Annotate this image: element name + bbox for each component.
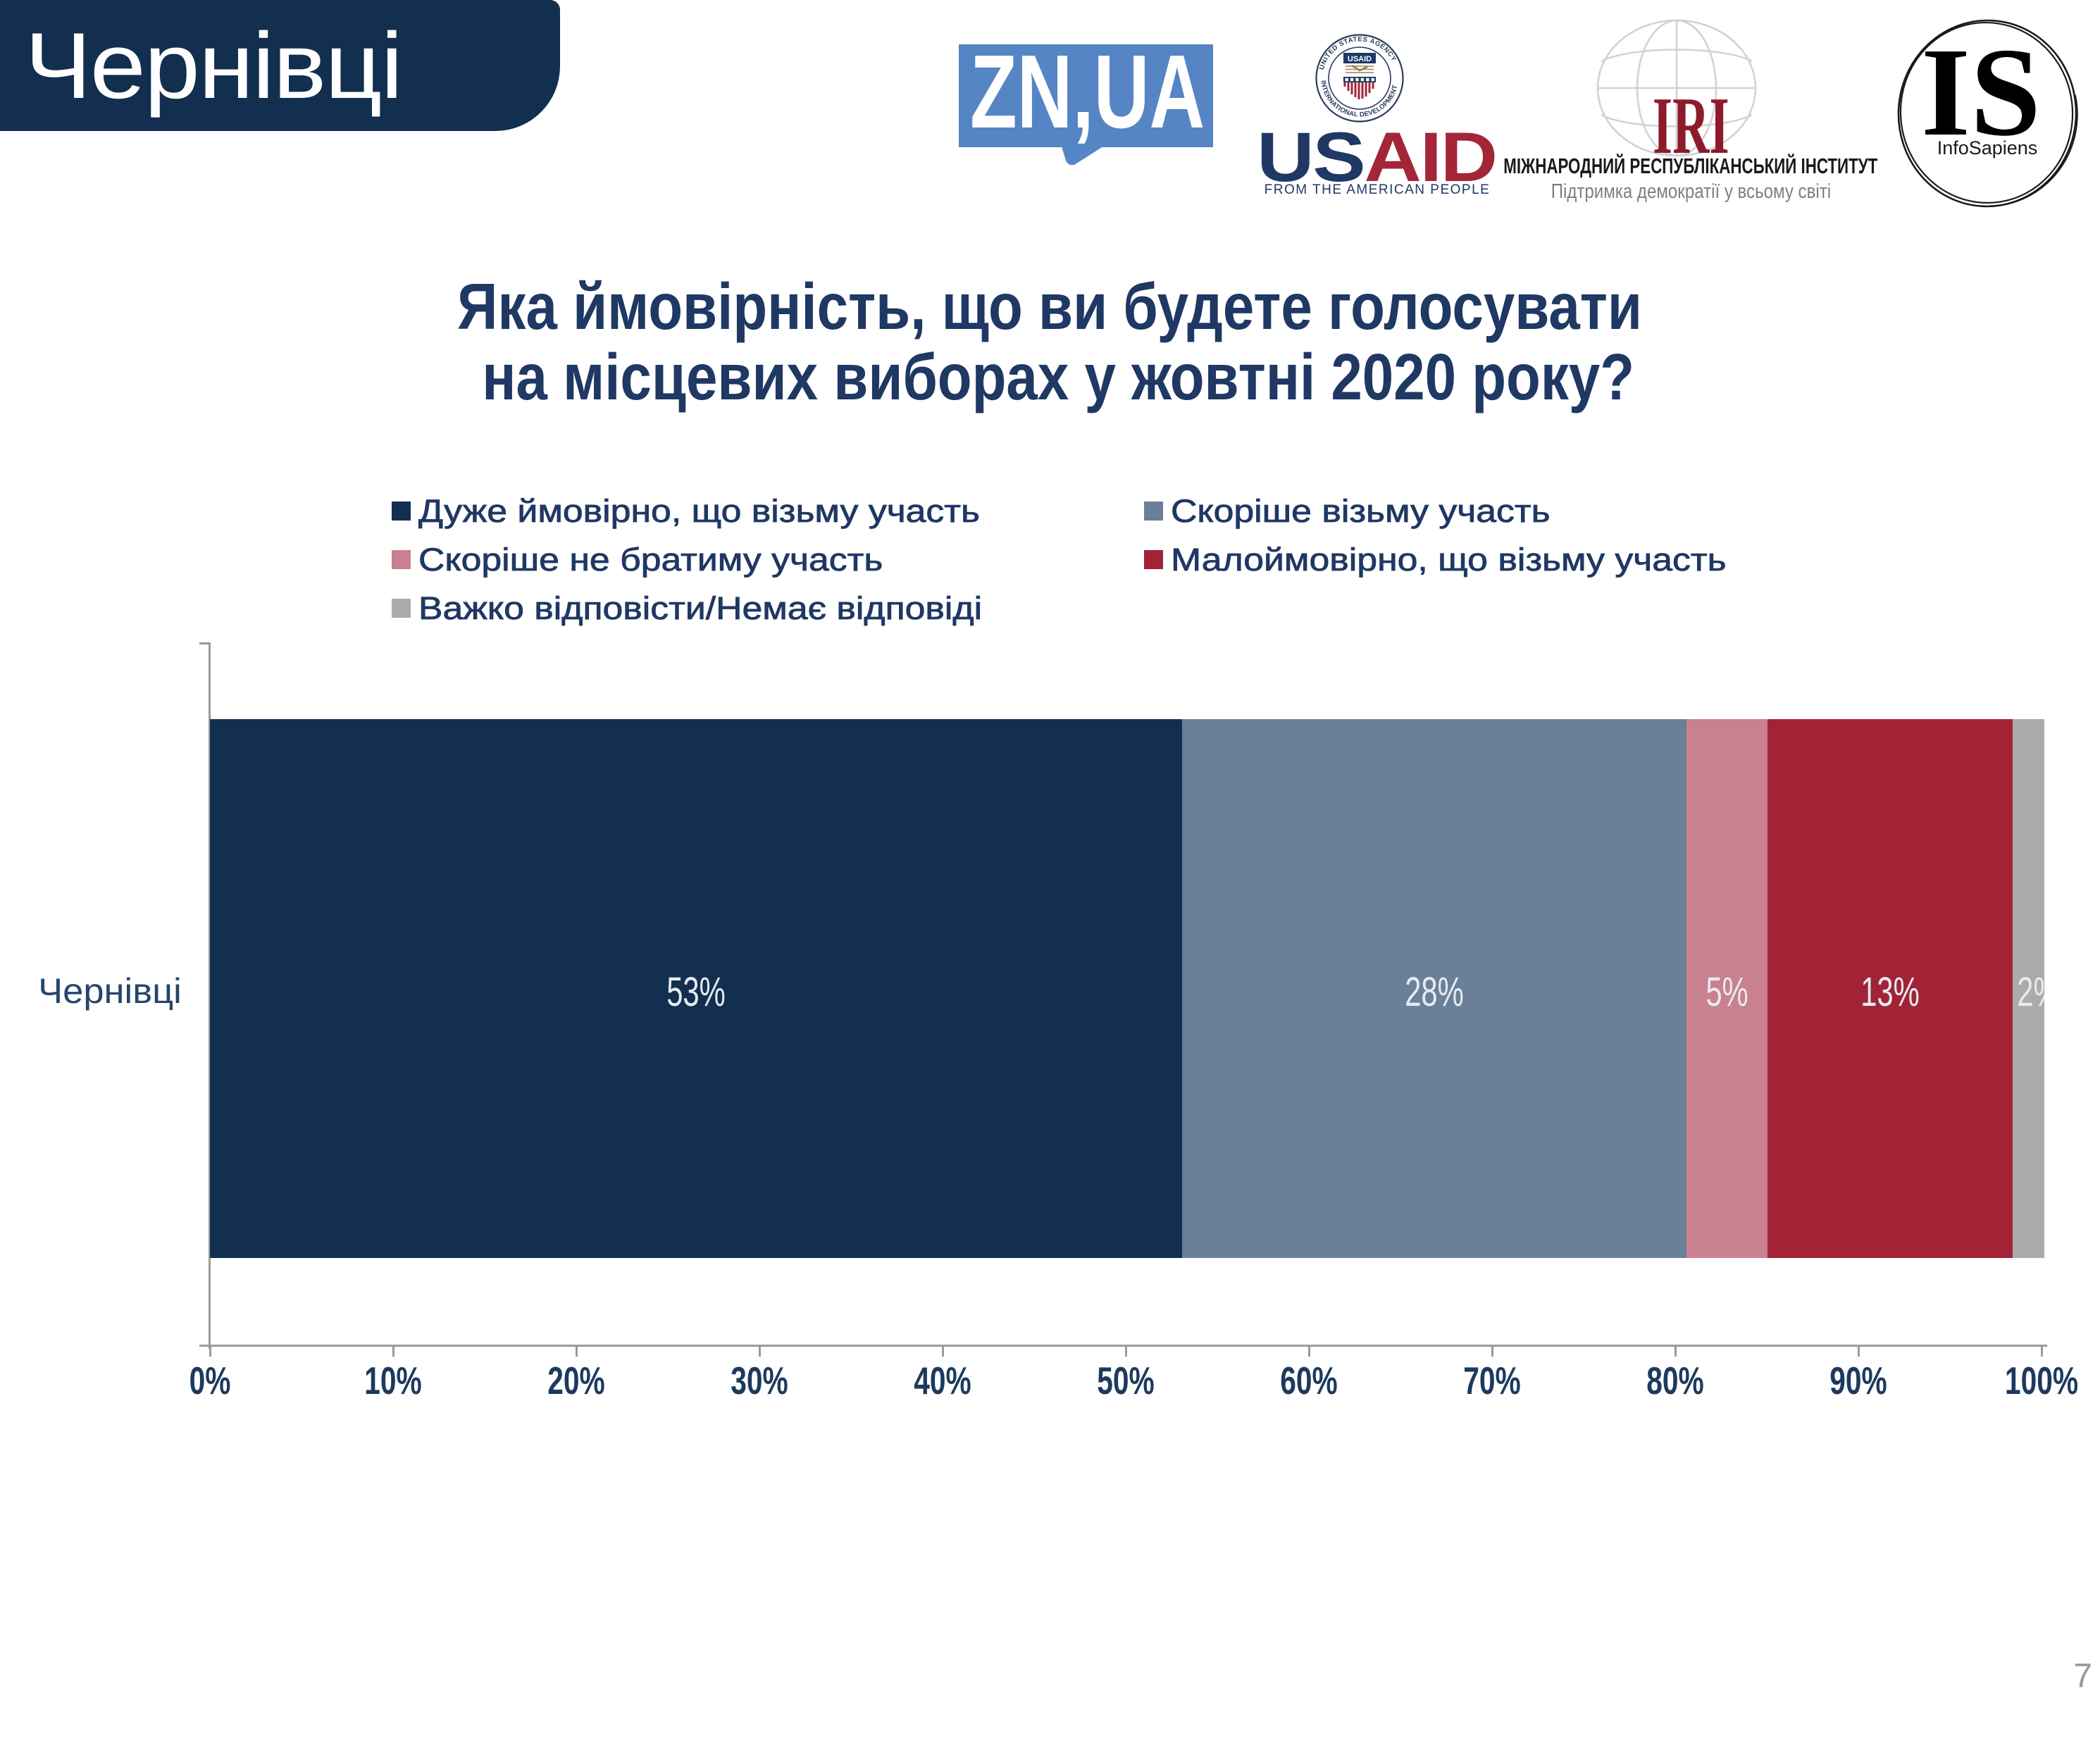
- svg-text:USAID: USAID: [1348, 55, 1372, 63]
- svg-text:InfoSapiens: InfoSapiens: [1937, 137, 2038, 158]
- svg-text:IS: IS: [1921, 22, 2041, 162]
